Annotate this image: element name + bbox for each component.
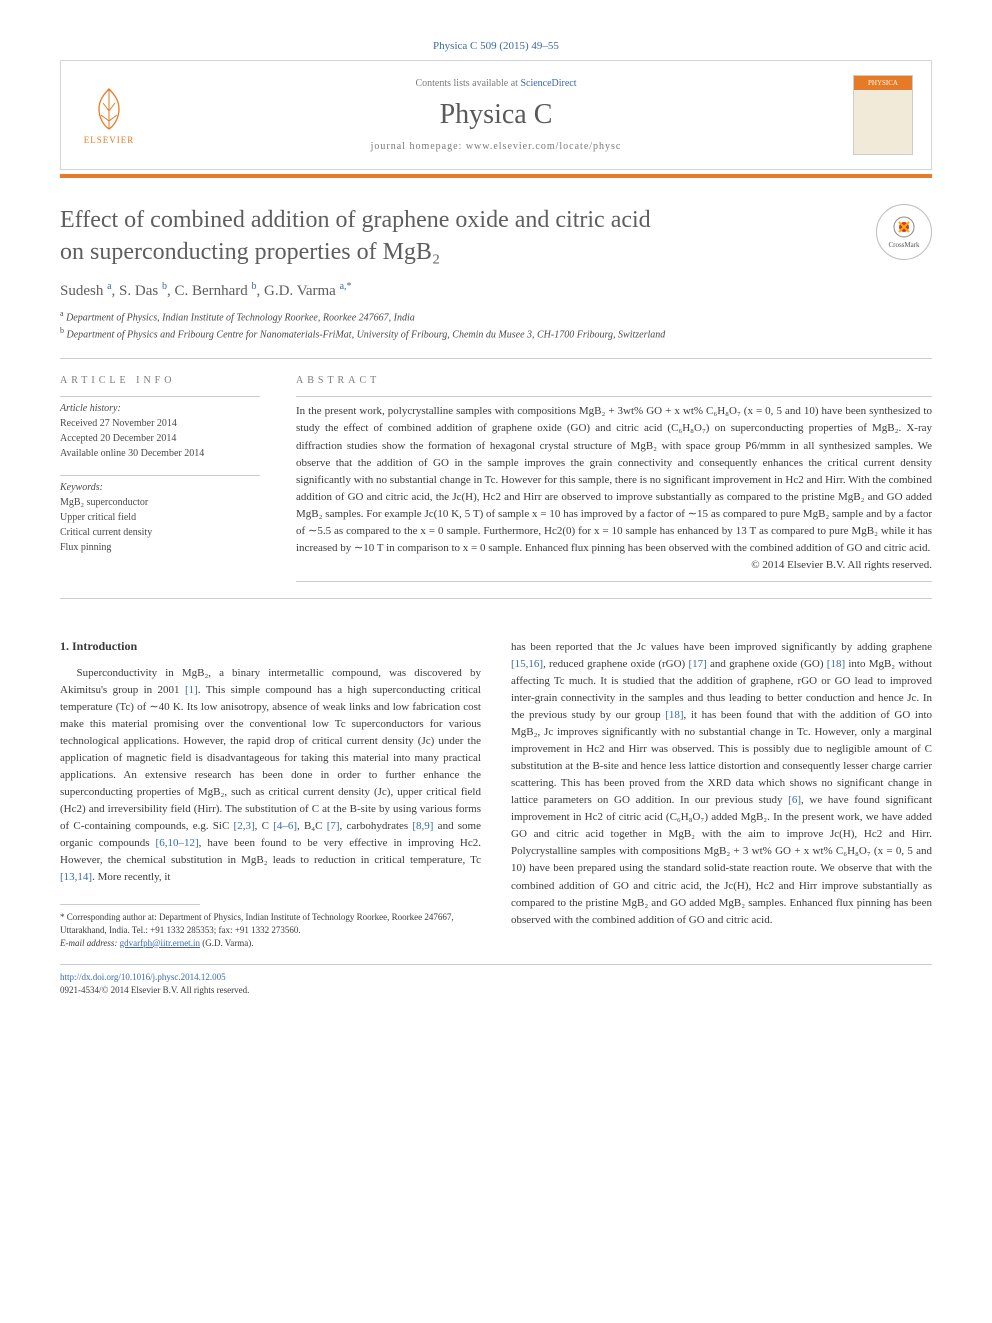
keyword-2: Upper critical field <box>60 510 260 525</box>
journal-cover: PHYSICA <box>853 75 913 155</box>
tree-icon <box>85 85 133 133</box>
title-line1: Effect of combined addition of graphene … <box>60 207 651 233</box>
email-link[interactable]: gdvarfph@iitr.ernet.in <box>120 938 200 948</box>
doi-link[interactable]: http://dx.doi.org/10.1016/j.physc.2014.1… <box>60 972 226 982</box>
homepage-url[interactable]: www.elsevier.com/locate/physc <box>466 141 622 152</box>
email-who: (G.D. Varma). <box>202 938 253 948</box>
article-info: ARTICLE INFO Article history: Received 2… <box>60 375 260 581</box>
elsevier-text: ELSEVIER <box>84 135 135 145</box>
footnote-separator <box>60 904 200 905</box>
sciencedirect-link[interactable]: ScienceDirect <box>520 78 576 89</box>
keyword-3: Critical current density <box>60 525 260 540</box>
title-row: Effect of combined addition of graphene … <box>60 204 932 281</box>
page-container: Physica C 509 (2015) 49–55 ELSEVIER Cont… <box>0 0 992 1036</box>
contents-prefix: Contents lists available at <box>415 78 520 89</box>
keywords-head: Keywords: <box>60 482 260 493</box>
keyword-4: Flux pinning <box>60 540 260 555</box>
affiliation-a: a Department of Physics, Indian Institut… <box>60 308 932 325</box>
separator <box>60 358 932 359</box>
email-footnote: E-mail address: gdvarfph@iitr.ernet.in (… <box>60 937 481 950</box>
footer-separator <box>60 964 932 965</box>
cover-strip: PHYSICA <box>854 76 912 90</box>
issn-line: 0921-4534/© 2014 Elsevier B.V. All right… <box>60 985 249 995</box>
info-label: ARTICLE INFO <box>60 375 260 386</box>
intro-para-1: Superconductivity in MgB₂, a binary inte… <box>60 665 481 887</box>
header-middle: Contents lists available at ScienceDirec… <box>139 78 853 152</box>
crossmark-label: CrossMark <box>888 241 919 249</box>
crossmark-badge[interactable]: CrossMark <box>876 204 932 260</box>
corresponding-footnote: * Corresponding author at: Department of… <box>60 911 481 936</box>
authors-line: Sudesh a, S. Das b, C. Bernhard b, G.D. … <box>60 281 932 300</box>
homepage-line: journal homepage: www.elsevier.com/locat… <box>139 141 853 152</box>
affiliation-b: b Department of Physics and Fribourg Cen… <box>60 325 932 342</box>
journal-header: ELSEVIER Contents lists available at Sci… <box>60 60 932 170</box>
homepage-prefix: journal homepage: <box>371 141 466 152</box>
info-abstract-row: ARTICLE INFO Article history: Received 2… <box>60 375 932 581</box>
footer: http://dx.doi.org/10.1016/j.physc.2014.1… <box>60 971 932 996</box>
keywords-block: Keywords: MgB₂ superconductor Upper crit… <box>60 482 260 555</box>
history-head: Article history: <box>60 403 260 414</box>
keyword-1: MgB₂ superconductor <box>60 495 260 510</box>
affiliations: a Department of Physics, Indian Institut… <box>60 308 932 343</box>
history-received: Received 27 November 2014 <box>60 416 260 431</box>
orange-bar <box>60 174 932 178</box>
journal-name: Physica C <box>139 99 853 131</box>
history-block: Article history: Received 27 November 20… <box>60 403 260 461</box>
contents-line: Contents lists available at ScienceDirec… <box>139 78 853 89</box>
separator-2 <box>60 598 932 599</box>
abstract-label: ABSTRACT <box>296 375 932 386</box>
abstract-text: In the present work, polycrystalline sam… <box>296 403 932 556</box>
crossmark-icon <box>892 215 916 239</box>
title-line2: on superconducting properties of MgB₂ <box>60 239 440 265</box>
history-online: Available online 30 December 2014 <box>60 446 260 461</box>
body-columns: 1. Introduction Superconductivity in MgB… <box>60 639 932 950</box>
citation-line: Physica C 509 (2015) 49–55 <box>60 40 932 52</box>
history-accepted: Accepted 20 December 2014 <box>60 431 260 446</box>
abstract-col: ABSTRACT In the present work, polycrysta… <box>296 375 932 581</box>
email-label: E-mail address: <box>60 938 117 948</box>
abstract-copyright: © 2014 Elsevier B.V. All rights reserved… <box>296 559 932 571</box>
section-heading: 1. Introduction <box>60 639 481 654</box>
article-title: Effect of combined addition of graphene … <box>60 204 856 269</box>
intro-para-2: has been reported that the Jc values hav… <box>511 639 932 929</box>
elsevier-logo: ELSEVIER <box>79 80 139 150</box>
